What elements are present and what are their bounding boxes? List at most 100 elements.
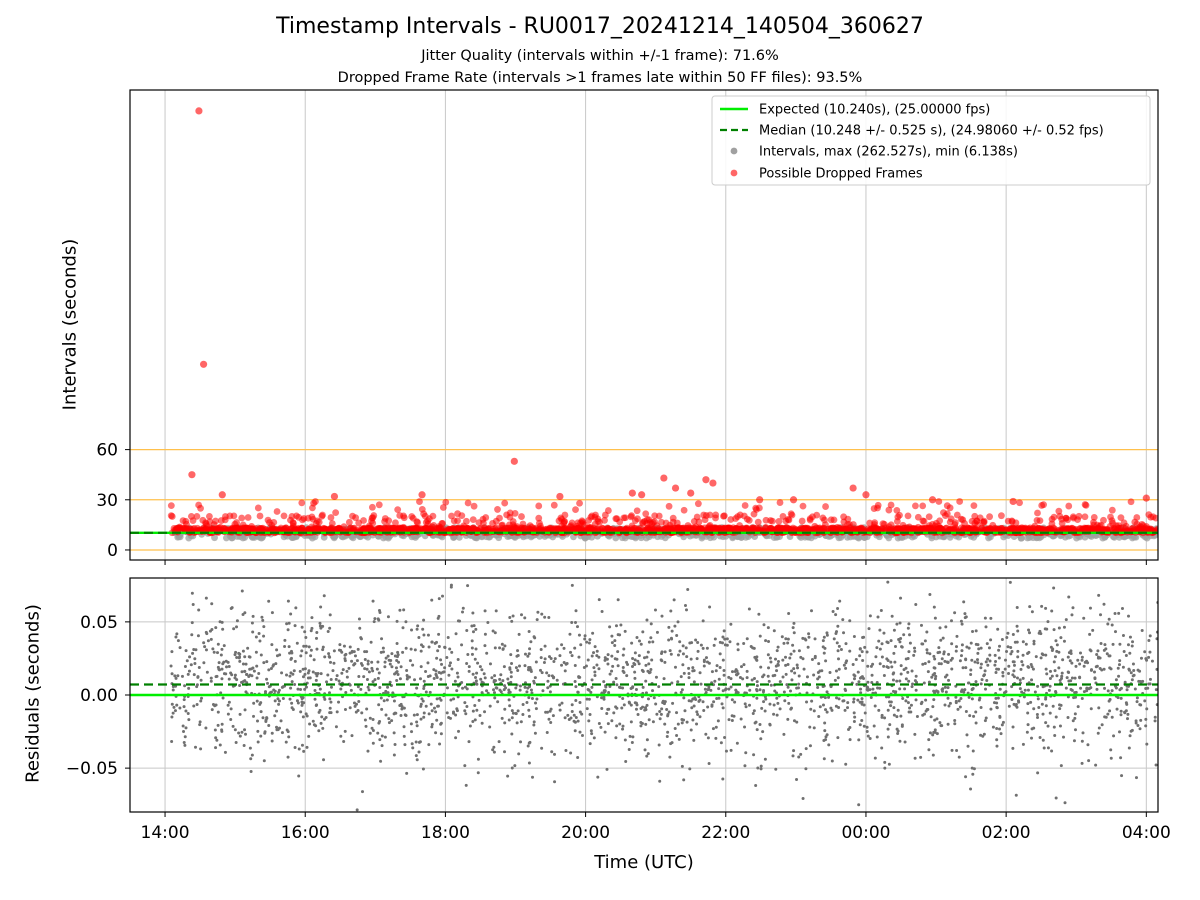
residual-point [660, 650, 664, 654]
residual-point [960, 649, 964, 653]
residual-point [368, 731, 372, 735]
residual-point [775, 669, 779, 673]
residual-point [204, 648, 208, 652]
residual-point [877, 708, 881, 712]
residual-point [593, 670, 597, 674]
residual-point [740, 665, 744, 669]
dropped-frame-point [463, 517, 470, 525]
residual-point [452, 697, 456, 701]
residual-point [454, 632, 458, 636]
dropped-frame-point [752, 504, 760, 512]
dropped-frame-point [799, 502, 807, 510]
residual-point [399, 665, 403, 669]
residual-point [676, 620, 680, 624]
residual-point [583, 634, 587, 638]
residual-point [673, 624, 677, 628]
residual-point [1033, 690, 1037, 694]
residual-point [630, 665, 634, 669]
residual-point [190, 633, 194, 637]
residual-point [320, 715, 324, 719]
residual-point [357, 674, 361, 678]
residual-point [345, 669, 349, 673]
residual-point [466, 584, 470, 588]
dropped-frame-point [475, 519, 483, 526]
residual-point [603, 730, 607, 734]
dropped-frame-point [953, 511, 961, 519]
residual-point [434, 710, 438, 714]
residual-point [766, 653, 770, 657]
residual-point [823, 646, 827, 650]
residual-point [1039, 656, 1043, 660]
residual-point [871, 687, 875, 691]
dropped-frame-point [1056, 512, 1064, 520]
residual-point [888, 723, 892, 727]
residual-point [272, 663, 276, 667]
interval-point [612, 534, 620, 542]
residual-point [878, 628, 882, 632]
residual-point [319, 672, 323, 676]
legend-entry-1: Median (10.248 +/- 0.525 s), (24.98060 +… [759, 124, 1104, 139]
residual-point [366, 685, 370, 689]
residual-point [480, 721, 484, 725]
residual-point [629, 703, 633, 707]
residual-point [580, 733, 584, 737]
residual-point [786, 663, 790, 667]
residual-point [534, 707, 538, 711]
residual-point [255, 676, 259, 680]
residual-point [974, 721, 978, 725]
residual-point [799, 655, 803, 659]
residual-point [508, 704, 512, 708]
dropped-frame-point [1081, 513, 1089, 521]
dropped-frame-point [535, 502, 543, 510]
residual-point [865, 650, 869, 654]
residual-point [680, 718, 684, 722]
residual-point [222, 644, 226, 648]
residual-point [911, 682, 915, 686]
residual-point [564, 749, 568, 753]
residual-point [475, 708, 479, 712]
dropped-frame-point [1107, 513, 1114, 521]
residual-point [259, 653, 263, 657]
residual-point [804, 767, 808, 771]
residual-point [527, 714, 531, 718]
residual-point [909, 703, 913, 707]
residual-point [227, 677, 231, 681]
residual-point [680, 688, 684, 692]
residual-point [437, 644, 441, 648]
residual-point [721, 777, 725, 781]
residual-point [507, 718, 511, 722]
dropped-frame-point [308, 513, 316, 521]
residual-point [437, 632, 441, 636]
residual-point [393, 654, 397, 658]
residual-point [1119, 713, 1123, 717]
residual-point [928, 593, 932, 597]
residual-point [382, 699, 386, 703]
residual-point [247, 674, 251, 678]
residual-point [717, 677, 721, 681]
residual-point [426, 661, 430, 665]
residual-point [317, 729, 321, 733]
residual-point [957, 699, 961, 703]
residual-point [318, 621, 322, 625]
dropped-frame-point [238, 514, 246, 522]
residual-point [616, 650, 620, 654]
dropped-frame-outlier [218, 491, 226, 499]
dropped-frame-point [920, 517, 928, 525]
residual-point [564, 662, 568, 666]
residual-point [639, 724, 643, 728]
residual-point [169, 664, 173, 668]
residual-point [384, 713, 388, 717]
residual-point [592, 736, 596, 740]
dropped-frame-point [298, 499, 306, 507]
dropped-frame-point [621, 514, 629, 522]
residual-point [1117, 674, 1121, 678]
residual-point [829, 706, 833, 710]
residual-point [989, 707, 993, 711]
residual-point [1021, 653, 1025, 657]
residual-point [270, 731, 274, 735]
residual-point [715, 664, 719, 668]
residual-point [503, 644, 507, 648]
residual-point [748, 688, 752, 692]
residual-point [1132, 669, 1136, 673]
residual-point [983, 616, 987, 620]
